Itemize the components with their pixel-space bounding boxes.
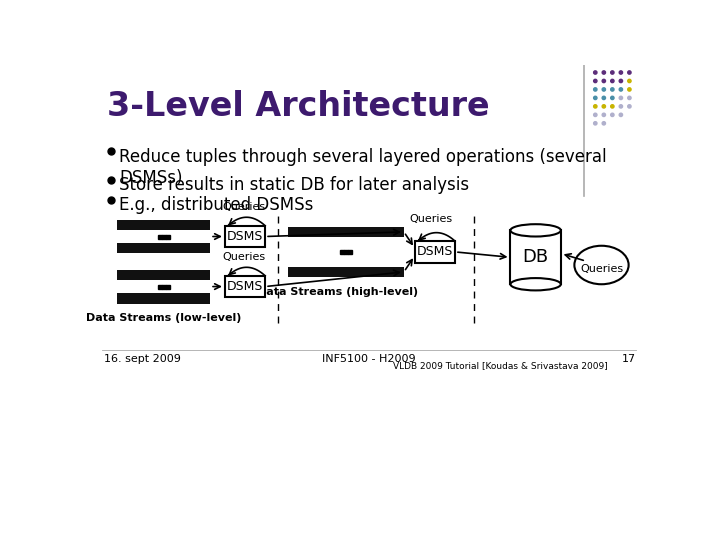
Ellipse shape xyxy=(575,246,629,284)
Circle shape xyxy=(611,105,614,108)
Circle shape xyxy=(611,88,614,91)
Circle shape xyxy=(602,96,606,99)
Circle shape xyxy=(593,88,597,91)
Text: Queries: Queries xyxy=(580,264,623,274)
Text: Queries: Queries xyxy=(410,214,453,224)
Ellipse shape xyxy=(510,278,561,291)
Bar xyxy=(117,269,210,280)
Text: INF5100 - H2009: INF5100 - H2009 xyxy=(322,354,416,363)
Circle shape xyxy=(611,113,614,117)
Circle shape xyxy=(628,96,631,99)
Circle shape xyxy=(611,79,614,83)
Text: 3-Level Architecture: 3-Level Architecture xyxy=(107,90,490,123)
Text: 17: 17 xyxy=(622,354,636,363)
Circle shape xyxy=(593,71,597,74)
Circle shape xyxy=(593,96,597,99)
Circle shape xyxy=(619,113,623,117)
Text: DSMS: DSMS xyxy=(227,230,264,243)
Circle shape xyxy=(593,79,597,83)
Circle shape xyxy=(628,71,631,74)
Bar xyxy=(117,242,210,253)
Circle shape xyxy=(593,105,597,108)
Text: VLDB 2009 Tutorial [Koudas & Srivastava 2009]: VLDB 2009 Tutorial [Koudas & Srivastava … xyxy=(393,361,608,370)
Circle shape xyxy=(619,88,623,91)
Circle shape xyxy=(628,105,631,108)
Bar xyxy=(510,231,561,284)
Text: Store results in static DB for later analysis: Store results in static DB for later ana… xyxy=(120,177,469,194)
Circle shape xyxy=(619,71,623,74)
Circle shape xyxy=(619,105,623,108)
Circle shape xyxy=(611,96,614,99)
Circle shape xyxy=(602,122,606,125)
Ellipse shape xyxy=(510,224,561,237)
Text: E.g., distributed DSMSs: E.g., distributed DSMSs xyxy=(120,197,314,214)
Text: Reduce tuples through several layered operations (several
DSMSs): Reduce tuples through several layered op… xyxy=(120,148,607,187)
Text: DSMS: DSMS xyxy=(227,280,264,293)
Circle shape xyxy=(628,79,631,83)
Bar xyxy=(117,293,210,303)
Text: DB: DB xyxy=(523,248,549,266)
Text: Queries: Queries xyxy=(222,202,265,212)
Circle shape xyxy=(602,71,606,74)
Text: Queries: Queries xyxy=(222,252,265,262)
Circle shape xyxy=(602,113,606,117)
Bar xyxy=(415,241,455,262)
Circle shape xyxy=(602,88,606,91)
Text: Data Streams (low-level): Data Streams (low-level) xyxy=(86,313,241,323)
Bar xyxy=(287,226,404,237)
Bar xyxy=(287,267,404,278)
Circle shape xyxy=(628,88,631,91)
Bar xyxy=(225,276,265,298)
Text: Data Streams (high-level): Data Streams (high-level) xyxy=(258,287,418,296)
Text: 16. sept 2009: 16. sept 2009 xyxy=(104,354,181,363)
Circle shape xyxy=(602,79,606,83)
Bar xyxy=(117,220,210,231)
Text: DSMS: DSMS xyxy=(417,245,453,259)
Circle shape xyxy=(619,79,623,83)
Bar xyxy=(225,226,265,247)
Circle shape xyxy=(593,113,597,117)
Circle shape xyxy=(611,71,614,74)
Circle shape xyxy=(602,105,606,108)
Circle shape xyxy=(593,122,597,125)
Circle shape xyxy=(619,96,623,99)
